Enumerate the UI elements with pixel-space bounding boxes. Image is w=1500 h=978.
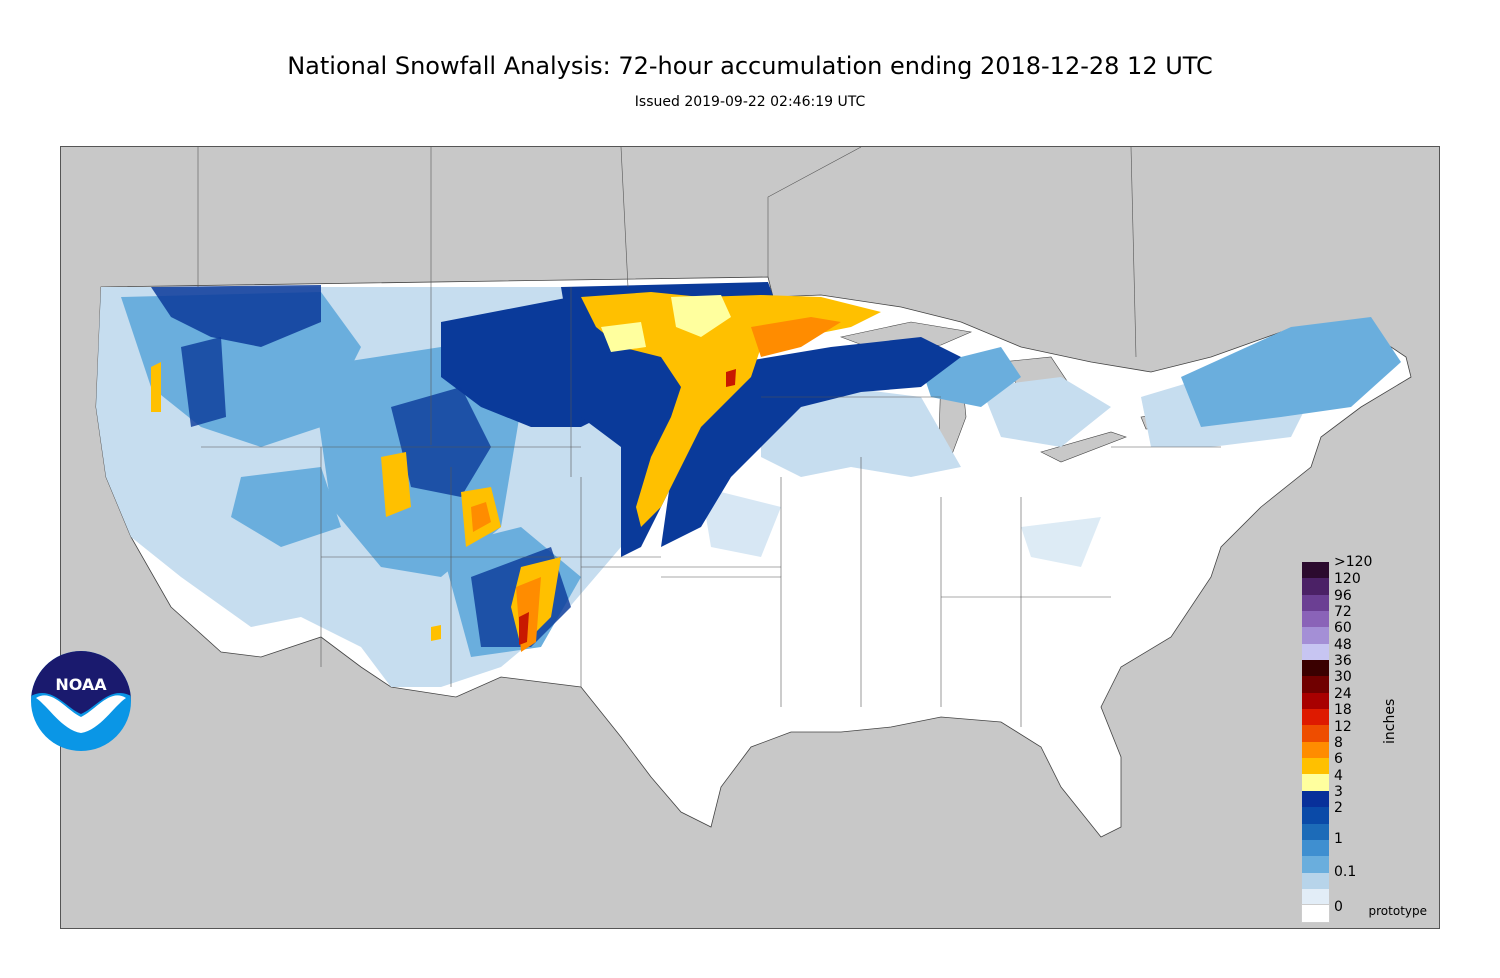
legend-row: [1302, 774, 1382, 791]
legend-swatch: [1302, 872, 1329, 889]
legend-row: [1302, 692, 1382, 710]
legend-swatch: [1302, 774, 1329, 791]
legend-swatch: [1302, 692, 1329, 710]
logo-top: [31, 651, 131, 714]
legend-swatch: [1302, 562, 1329, 579]
legend-label: 12: [1334, 718, 1352, 735]
legend-label: 72: [1334, 604, 1352, 621]
legend-swatch: [1302, 578, 1329, 595]
snowfall-map: prototype: [60, 146, 1440, 929]
legend-label: 48: [1334, 636, 1352, 653]
legend-swatch: [1302, 856, 1329, 873]
legend-label: 60: [1334, 620, 1352, 637]
legend-swatch: [1302, 839, 1329, 857]
legend-swatch: [1302, 611, 1329, 628]
legend-row: [1302, 578, 1382, 595]
legend-row: [1302, 790, 1382, 808]
map-canvas: [95, 147, 1412, 838]
legend-swatch: [1302, 660, 1329, 677]
legend-row: [1301, 904, 1382, 923]
legend-label: 6: [1334, 751, 1343, 768]
logo-text: NOAA: [55, 675, 107, 694]
legend-row: [1302, 823, 1382, 840]
legend-swatch: [1302, 594, 1329, 612]
legend-row: [1302, 807, 1382, 824]
legend-label: 120: [1334, 571, 1361, 588]
legend-row: [1302, 725, 1382, 742]
legend-swatch: [1302, 758, 1329, 775]
legend-label: 4: [1334, 767, 1343, 784]
legend-label: 18: [1334, 702, 1352, 719]
legend-label: 96: [1334, 587, 1352, 604]
legend-swatch: [1302, 807, 1329, 824]
logo-gull: [36, 695, 126, 733]
legend-swatch: [1302, 741, 1329, 759]
legend-swatch: [1302, 790, 1329, 808]
legend-label: 24: [1334, 685, 1352, 702]
legend-label: 3: [1334, 783, 1343, 800]
prototype-label: prototype: [1368, 904, 1427, 918]
legend-label: 8: [1334, 734, 1343, 751]
legend-label: >120: [1334, 554, 1373, 570]
legend-row: [1302, 872, 1382, 889]
snow-extreme: [519, 369, 736, 645]
legend-row: [1302, 594, 1382, 612]
legend-row: [1302, 758, 1382, 775]
legend-row: [1302, 839, 1382, 857]
legend-swatch: [1301, 904, 1330, 923]
legend-swatch: [1302, 627, 1329, 644]
legend-label: 0: [1334, 899, 1343, 916]
legend-label: 30: [1334, 669, 1352, 686]
state-borders: [201, 287, 1221, 727]
legend-label: 2: [1334, 800, 1343, 817]
legend-row: [1302, 660, 1382, 677]
issued-timestamp: Issued 2019-09-22 02:46:19 UTC: [634, 94, 866, 110]
legend-swatch: [1302, 823, 1329, 840]
lake-erie: [1040, 431, 1127, 463]
legend-row: [1302, 611, 1382, 628]
legend-row: [1302, 741, 1382, 759]
legend-row: [1302, 643, 1382, 661]
legend-row: [1302, 888, 1382, 906]
legend-swatch: [1302, 676, 1329, 693]
legend-row: [1302, 562, 1382, 579]
legend-row: [1302, 709, 1382, 726]
legend-row: [1302, 627, 1382, 644]
snow-light-yellow: [601, 295, 731, 352]
legend-label: 1: [1334, 830, 1343, 847]
legend-label: 0.1: [1334, 863, 1357, 880]
legend-swatch: [1302, 888, 1329, 906]
legend-row: [1302, 676, 1382, 693]
legend-swatch: [1302, 643, 1329, 661]
legend-swatch: [1302, 725, 1329, 742]
legend: >120 120 96 72 60 48 36 30 24 18 12 8 6 4 3 2 1 0.1 0: [1301, 554, 1382, 923]
canada-lines: [197, 147, 1137, 358]
noaa-logo: NOAA: [31, 651, 131, 751]
legend-label: 36: [1334, 653, 1352, 670]
legend-row: [1302, 856, 1382, 873]
map-title: National Snowfall Analysis: 72-hour accu…: [287, 52, 1213, 80]
legend-swatch: [1302, 709, 1329, 726]
